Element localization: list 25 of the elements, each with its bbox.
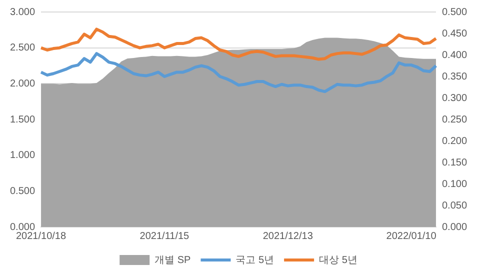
- y2-tick-label: 0.200: [442, 136, 468, 147]
- y2-tick-label: 0.150: [442, 157, 468, 168]
- y2-tick-label: 0.300: [442, 92, 468, 104]
- y2-tick-label: 0.450: [442, 28, 468, 40]
- x-tick-label: 2021/10/18: [16, 230, 66, 242]
- y-tick-label: 0.500: [10, 186, 36, 197]
- y2-tick-label: 0.500: [442, 6, 468, 18]
- y2-tick-label: 0.000: [442, 222, 468, 233]
- y-tick-label: 3.000: [10, 6, 36, 18]
- x-tick-label: 2021/12/13: [262, 230, 314, 242]
- x-tick-label: 2022/01/10: [386, 230, 437, 242]
- legend-label: 국고 5년: [236, 254, 274, 266]
- y2-tick-label: 0.100: [442, 178, 468, 190]
- legend-label: 개별 SP: [154, 254, 192, 266]
- y-tick-label: 1.000: [10, 150, 36, 162]
- y-tick-label: 0.000: [10, 222, 36, 233]
- y2-tick-label: 0.050: [442, 200, 468, 212]
- legend-label: 대상 5년: [319, 254, 358, 266]
- y-tick-label: 1.500: [10, 114, 36, 126]
- y2-tick-label: 0.350: [442, 71, 468, 82]
- y2-tick-label: 0.400: [442, 50, 468, 61]
- y2-tick-label: 0.250: [442, 114, 468, 126]
- x-tick-label: 2021/11/15: [140, 230, 190, 242]
- y-tick-label: 2.500: [10, 42, 36, 54]
- y-tick-label: 2.000: [10, 78, 36, 90]
